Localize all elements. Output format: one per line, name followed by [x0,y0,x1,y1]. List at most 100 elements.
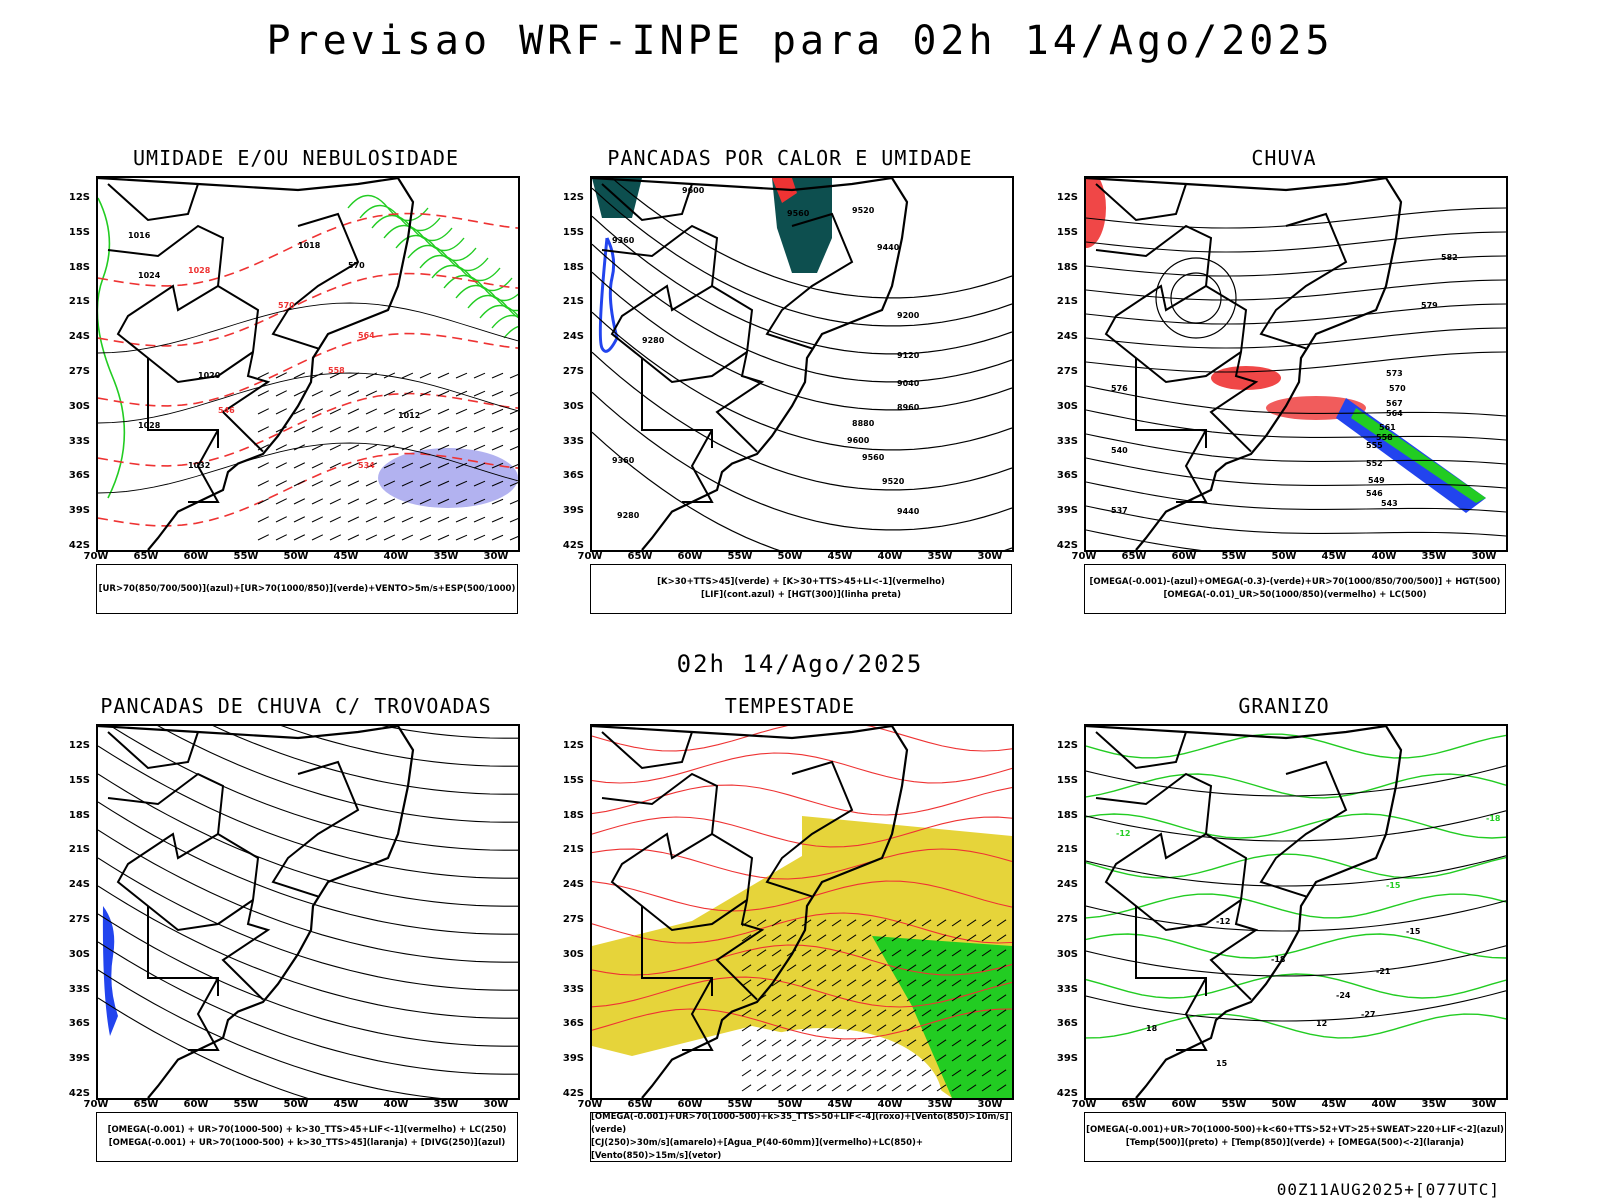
contour-label: 567 [1386,399,1403,408]
wind-vector [981,934,992,942]
latitude-label: 27S [68,366,90,377]
height-contour [592,187,1012,327]
wind-vector [801,979,812,987]
temp500-contour [1086,900,1506,932]
latitude-label: 21S [562,296,584,308]
wind-vector [473,534,486,541]
map-area: -12 -15 -18 -21 -24 -27 12 15 18 -12 -15 -18 [1084,724,1508,1100]
longitude-label: 55W [727,1099,753,1110]
wind-vector [275,372,287,379]
legend-line-2: [CJ(250)>30m/s](amarelo)+[Agua_P(40-60mm… [591,1138,924,1161]
wind-vector [831,919,842,927]
wind-vector [846,1009,857,1017]
wind-vector [275,408,287,415]
wind-vector [876,964,887,972]
wind-vector [491,408,504,415]
strong-wind-area [872,936,1012,1098]
legend-line-1: [UR>70(850/700/500)](azul)+[UR>70(1000/8… [98,583,516,594]
wind-vector [293,534,306,541]
wind-vector [846,1084,857,1092]
contour-label: 1020 [198,371,221,380]
wind-vector [756,1039,767,1047]
wind-vector [861,919,872,927]
wind-vector [455,462,468,469]
wind-vector [876,949,887,957]
wind-vector [801,964,812,972]
map-area: 1016 1018 1024 1020 1012 1032 1028 570 1028 570 56… [96,176,520,552]
wind-vector [329,498,342,505]
longitude-label: 65W [133,1099,159,1110]
wind-vector [275,498,287,505]
longitude-label: 30W [483,1099,509,1110]
longitude-label: 65W [627,1099,653,1110]
contour-label: 1024 [138,271,161,280]
wind-vector [846,1024,857,1032]
wind-vector [257,498,269,505]
wind-vector [401,516,414,523]
wind-vector [437,480,450,487]
wind-vector [876,994,887,1002]
longitude-label: 40W [877,1099,903,1110]
wind-vector [981,919,992,927]
wind-vector [816,979,827,987]
latitude-label: 24S [1056,331,1078,343]
wind-vector [891,1009,902,1017]
contour-label: 549 [1368,476,1385,485]
latitude-label: 36S [68,470,90,482]
wind-vector [329,462,342,469]
wind-vector [741,949,752,957]
longitude-label: 35W [433,551,459,562]
wind-vector [951,1084,962,1092]
wind-vector [293,462,306,469]
wind-vector [996,964,1007,972]
wind-vector [491,372,504,379]
wind-vector [257,390,269,397]
wind-vector [257,426,269,433]
wind-vector [906,994,917,1002]
temp850-contour [1086,933,1506,959]
wind-vector [365,498,378,505]
main-title: Previsao WRF-INPE para 02h 14/Ago/2025 [266,18,1334,64]
height-contour [1086,385,1506,417]
wind-vector [861,1069,872,1077]
longitude-label: 45W [827,551,853,562]
wind-vector [383,498,396,505]
state-border [601,183,693,222]
wind-vector [347,462,360,469]
latitude-label: 27S [562,366,584,377]
panel-title: TEMPESTADE [724,694,856,718]
humidity-contour [455,284,518,312]
wind-vector [491,516,504,523]
wind-vector [816,1054,827,1062]
height-contour [1086,529,1202,550]
wind-vector [861,1084,872,1092]
latitude-label: 21S [68,844,90,856]
longitude-label: 40W [877,551,903,562]
longitude-label: 30W [483,551,509,562]
jet-stream-area [592,816,1012,1098]
contour-label: 1012 [398,411,420,420]
wind-vector [509,482,518,487]
height-contour [592,215,1012,355]
latitude-label: 39S [562,1053,584,1065]
contour-label: -27 [1361,1010,1375,1019]
longitude-label: 30W [1471,1099,1497,1110]
wind-vector [311,408,324,415]
wind-vector [846,1069,857,1077]
wind-vector [383,444,396,451]
legend-line-1: [OMEGA(-0.001)+UR>70(1000-500)+k<60+TTS>… [1086,1125,1504,1135]
streamline [98,773,518,907]
longitude-label: 65W [133,551,159,562]
latitude-label: 42S [68,1088,90,1099]
wind-vector [861,1009,872,1017]
contour-label: -18 [1271,955,1286,964]
contour-label: 558 [1376,433,1393,442]
contour-label: 9120 [897,351,920,360]
contour-label: 534 [358,461,375,470]
contour-label: 582 [1441,253,1458,262]
wind-vector [996,1039,1007,1047]
wind-vector [756,1054,767,1062]
wind-vector [876,1024,887,1032]
wind-vector [437,426,450,433]
latitude-label: 42S [562,1088,584,1099]
